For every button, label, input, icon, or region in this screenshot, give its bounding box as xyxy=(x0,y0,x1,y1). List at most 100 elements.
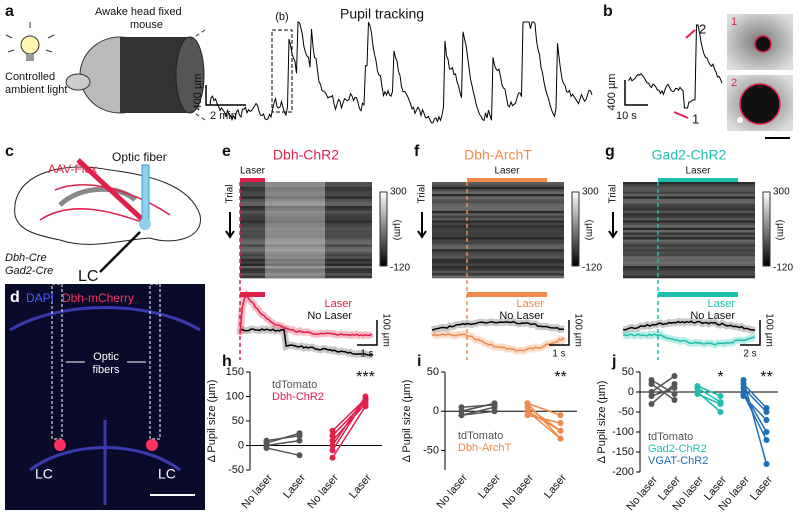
pair-line xyxy=(697,393,721,405)
point xyxy=(329,454,336,461)
heatmap-row xyxy=(240,189,372,192)
point xyxy=(329,427,336,434)
heatmap-row xyxy=(432,189,564,192)
panel-title: Gad2-ChR2 xyxy=(652,147,727,163)
point xyxy=(717,393,724,399)
heatmap-row xyxy=(240,237,372,240)
x-tick-label: Laser xyxy=(542,472,569,501)
y-tick-label: 50 xyxy=(232,415,244,427)
heatmap-row xyxy=(432,230,564,233)
heatmap-row xyxy=(240,234,372,238)
heatmap-row xyxy=(240,258,372,262)
heatmap-row xyxy=(623,213,755,216)
point xyxy=(557,412,564,419)
genotype: Dbh-Cre xyxy=(5,252,47,264)
point xyxy=(671,381,678,387)
y-axis-label: Δ Pupil size (µm) xyxy=(206,380,218,463)
heatmap-row xyxy=(240,230,372,233)
region-label: LC xyxy=(158,466,176,482)
laser-bar xyxy=(658,292,738,297)
panel-title: Pupil tracking xyxy=(340,6,424,22)
point xyxy=(263,442,270,449)
point xyxy=(648,393,655,399)
x-tick-label: No laser xyxy=(624,474,660,513)
colorbar xyxy=(571,191,580,267)
heatmap-row xyxy=(432,273,564,276)
x-tick-label: No laser xyxy=(434,472,470,511)
legend-no-laser: No Laser xyxy=(499,310,544,322)
point xyxy=(694,383,701,389)
point xyxy=(491,400,498,407)
trace-laser xyxy=(622,333,756,346)
heatmap-row xyxy=(623,266,755,269)
y-tick-label: -50 xyxy=(423,444,439,456)
heatmap-row xyxy=(623,246,755,250)
x-tick-label: Laser xyxy=(748,474,775,503)
x-tick-label: Laser xyxy=(347,472,374,501)
pupil-trace xyxy=(627,24,723,109)
scale-label: 2 min xyxy=(210,110,237,122)
heatmap-row xyxy=(240,208,372,212)
x-tick-label: Laser xyxy=(281,472,308,501)
pair-line xyxy=(697,387,721,403)
stain-label: Dbh-mCherry xyxy=(62,291,134,305)
y-axis-label: Δ Pupil size (µm) xyxy=(401,380,413,463)
heatmap-row xyxy=(240,201,372,204)
legend-laser: Laser xyxy=(516,298,544,310)
heatmap-row xyxy=(432,182,564,185)
mouse-label: Awake head fixed xyxy=(95,6,182,18)
heatmap-row xyxy=(432,232,564,236)
scale-bar xyxy=(740,320,761,346)
stain-label: DAPI xyxy=(26,291,54,305)
laser-label: Laser xyxy=(685,166,711,177)
heatmap-row xyxy=(432,270,564,274)
laser-bar xyxy=(658,178,738,183)
heatmap-row xyxy=(623,201,755,204)
colorbar-label: -120 xyxy=(582,263,602,274)
legend-entry: tdTomato xyxy=(648,431,693,443)
heatmap-row xyxy=(623,256,755,260)
heatmap-row xyxy=(432,186,564,190)
heatmap-row xyxy=(432,203,564,207)
scale-label: 2 s xyxy=(743,349,756,360)
heatmap-row xyxy=(240,184,372,188)
panel-letter: c xyxy=(5,143,14,160)
heatmap-row xyxy=(240,246,372,250)
point xyxy=(648,381,655,387)
heatmap-row xyxy=(623,189,755,192)
heatmap-row xyxy=(240,244,372,248)
heatmap-row xyxy=(623,203,755,207)
region-label: LC xyxy=(78,268,98,285)
heatmap-row xyxy=(432,194,564,197)
y-tick-label: 100 xyxy=(226,390,244,402)
heatmap-row xyxy=(432,275,564,279)
panel-letter: f xyxy=(414,143,420,160)
fiber-label: Optic xyxy=(93,351,119,363)
scale-label: 400 µm xyxy=(192,74,204,111)
heatmap-row xyxy=(623,275,755,279)
pair-line xyxy=(742,391,768,433)
heatmap-row xyxy=(240,263,372,267)
colorbar-unit: (µm) xyxy=(391,220,402,241)
heatmap-row xyxy=(432,213,564,216)
legend-laser: Laser xyxy=(324,298,352,310)
colorbar xyxy=(762,191,771,267)
y-axis-label: Δ Pupil size (µm) xyxy=(596,381,608,464)
heatmap-row xyxy=(240,273,372,276)
heatmap-row xyxy=(240,220,372,224)
pair-line xyxy=(742,379,768,465)
pair-line xyxy=(266,432,300,444)
heatmap-row xyxy=(623,242,755,245)
heatmap-row xyxy=(623,194,755,197)
x-tick-label: No laser xyxy=(500,472,536,511)
y-tick-label: 150 xyxy=(226,366,244,378)
point-label: 1 xyxy=(692,111,699,126)
point xyxy=(458,408,465,415)
heatmap-row xyxy=(432,268,564,272)
pair-line xyxy=(461,402,495,412)
pair-line xyxy=(331,403,367,442)
y-tick-label: 0 xyxy=(628,386,634,398)
heatmap-row xyxy=(432,263,564,267)
point xyxy=(296,452,303,459)
heatmap-row xyxy=(240,225,372,228)
